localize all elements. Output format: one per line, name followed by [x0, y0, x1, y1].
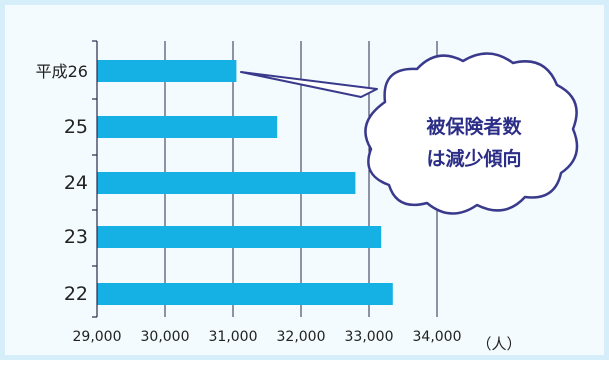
x-tick-label: 33,000: [345, 329, 394, 345]
x-tick-label: 30,000: [141, 329, 190, 345]
bar: [97, 226, 382, 248]
callout-pointer: [240, 71, 378, 98]
callout-cloud: [364, 52, 579, 215]
category-label: 22: [64, 283, 88, 305]
callout-line-2: は減少傾向: [426, 147, 521, 170]
bar: [97, 283, 393, 305]
category-label: 24: [64, 172, 88, 194]
bar-chart: 平成26 25 24 23 22 29,000 30,000 31,000 32,000 33,…: [36, 40, 579, 353]
bar: [97, 116, 278, 138]
category-label: 平成26: [36, 62, 88, 81]
category-label: 25: [64, 116, 88, 138]
x-tick-label: 32,000: [277, 329, 326, 345]
x-tick-label: 34,000: [413, 329, 462, 345]
category-label: 23: [64, 226, 88, 248]
bar-series: [97, 60, 393, 305]
bar: [97, 172, 356, 194]
category-labels: 平成26 25 24 23 22: [36, 62, 88, 305]
x-tick-label: 31,000: [209, 329, 258, 345]
bar: [97, 60, 237, 82]
callout-line-1: 被保険者数: [426, 115, 522, 138]
x-tick-label: 29,000: [73, 329, 122, 345]
callout: 被保険者数 は減少傾向: [240, 52, 579, 215]
y-axis: [92, 40, 98, 318]
x-tick-labels: 29,000 30,000 31,000 32,000 33,000 34,000: [73, 329, 462, 345]
unit-label: （人）: [476, 335, 521, 353]
